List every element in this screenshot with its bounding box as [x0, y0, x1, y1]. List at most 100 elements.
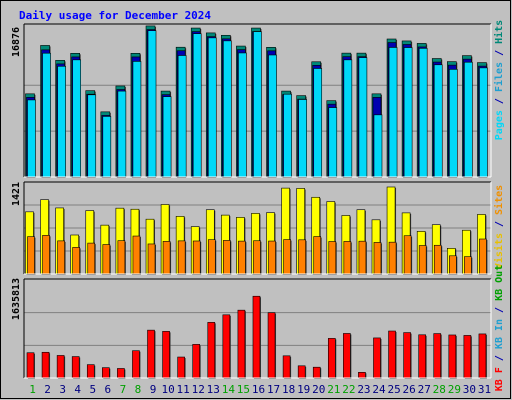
kbytes-bar: [327, 338, 336, 379]
kbytes-bar: [267, 312, 276, 379]
sites-bar: [433, 244, 442, 275]
legend-entry: KB Out: [494, 265, 505, 301]
pages-bar: [102, 116, 112, 178]
kbytes-bar: [147, 329, 155, 379]
x-tick-label: 24: [372, 383, 386, 396]
pages-bar: [373, 114, 383, 178]
sites-bar: [328, 241, 337, 275]
x-tick-label: 23: [357, 383, 370, 396]
pages-bar: [328, 107, 338, 178]
sites-bar: [268, 240, 276, 275]
legend-entry: /: [494, 301, 505, 319]
legend-entry: /: [494, 44, 505, 62]
panel-bars: [25, 25, 488, 179]
x-tick-label: 12: [192, 383, 205, 396]
kbytes-bar: [41, 351, 50, 379]
kbytes-bar: [252, 295, 261, 379]
sites-bar: [192, 240, 201, 275]
sites-bar: [373, 242, 382, 275]
x-tick-label: 31: [478, 383, 491, 396]
y-max-label: 1635813: [11, 278, 22, 320]
legend-entry: Sites: [493, 185, 505, 215]
kbytes-bar: [162, 331, 170, 379]
x-tick-label: 16: [252, 383, 265, 396]
pages-bar: [433, 64, 443, 178]
sites-bar: [343, 241, 352, 275]
kbytes-bar: [478, 333, 487, 379]
pages-bar: [418, 48, 428, 178]
sites-bar: [132, 235, 141, 275]
pages-bar: [449, 69, 458, 178]
x-tick-label: 11: [177, 383, 190, 396]
x-tick-label: 8: [135, 383, 142, 396]
panel-kbytes: 1635813 KB F / KB In / KB Out: [11, 265, 505, 391]
pages-bar: [464, 61, 473, 178]
sites-bar: [207, 239, 216, 275]
panel-border: [23, 278, 492, 379]
kbytes-bar: [117, 368, 125, 379]
pages-bar: [268, 54, 277, 178]
pages-bar: [238, 52, 247, 178]
panel-pages-files-hits: 16876 Pages / Files / Hits: [11, 20, 505, 179]
x-tick-label: 1: [29, 383, 36, 396]
kbytes-bar: [207, 322, 216, 379]
kbytes-bar: [132, 350, 140, 379]
kbytes-bar: [26, 352, 35, 379]
kbytes-bar: [448, 334, 457, 379]
x-tick-label: 13: [207, 383, 220, 396]
kbytes-bar: [358, 372, 366, 379]
pages-bar: [343, 59, 353, 178]
kbytes-bar: [373, 337, 381, 379]
pages-bar: [132, 61, 142, 178]
kbytes-bar: [403, 332, 411, 379]
kbytes-bar: [192, 344, 201, 379]
pages-bar: [57, 65, 66, 178]
pages-bar: [177, 55, 187, 178]
sites-bar: [162, 241, 171, 275]
sites-bar: [87, 242, 96, 275]
y-max-label: 16876: [11, 27, 22, 57]
pages-bar: [388, 47, 398, 178]
sites-bar: [57, 240, 65, 275]
pages-bar: [27, 99, 36, 178]
pages-bar: [358, 57, 368, 178]
legend-entry: /: [494, 92, 505, 110]
legend-entry: Visits: [493, 233, 505, 269]
panel-bars: [25, 186, 488, 275]
sites-bar: [72, 247, 80, 275]
pages-bar: [117, 90, 127, 178]
x-tick-label: 21: [327, 383, 340, 396]
x-tick-label: 2: [44, 383, 51, 396]
panel-border: [23, 23, 492, 178]
sites-bar: [253, 240, 261, 275]
kbytes-bar: [297, 365, 306, 379]
kbytes-bar: [312, 366, 321, 379]
kbytes-bar: [388, 330, 396, 379]
sites-bar: [102, 244, 111, 275]
pages-bar: [403, 47, 413, 178]
x-tick-label: 29: [448, 383, 461, 396]
sites-bar: [147, 243, 156, 275]
sites-bar: [403, 235, 412, 275]
x-tick-label: 18: [282, 383, 295, 396]
sites-bar: [418, 245, 427, 275]
x-tick-label: 15: [237, 383, 250, 396]
legend-entry: Pages: [494, 110, 505, 140]
legend-entry: Hits: [493, 20, 505, 44]
panel-bars: [26, 295, 487, 379]
sites-bar: [283, 239, 291, 275]
pages-bar: [147, 30, 157, 178]
sites-bar: [117, 240, 126, 275]
panel-visits-sites: 1421 Visits / Sites: [11, 181, 505, 275]
sites-bar: [449, 255, 457, 275]
sites-bar: [388, 241, 397, 275]
pages-bar: [87, 94, 97, 178]
panel-border: [23, 181, 492, 275]
x-axis-day-labels: 1 2 3 4 5 6 7 8 9 10 11 12 13 14 15 16 17 18 19 20 21 22 23 24 2…: [29, 383, 491, 396]
sites-bar: [358, 240, 367, 275]
legend-entry: KB In: [494, 319, 505, 349]
x-tick-label: 3: [59, 383, 66, 396]
kbytes-bar: [433, 333, 442, 379]
kbytes-bar: [177, 356, 185, 379]
